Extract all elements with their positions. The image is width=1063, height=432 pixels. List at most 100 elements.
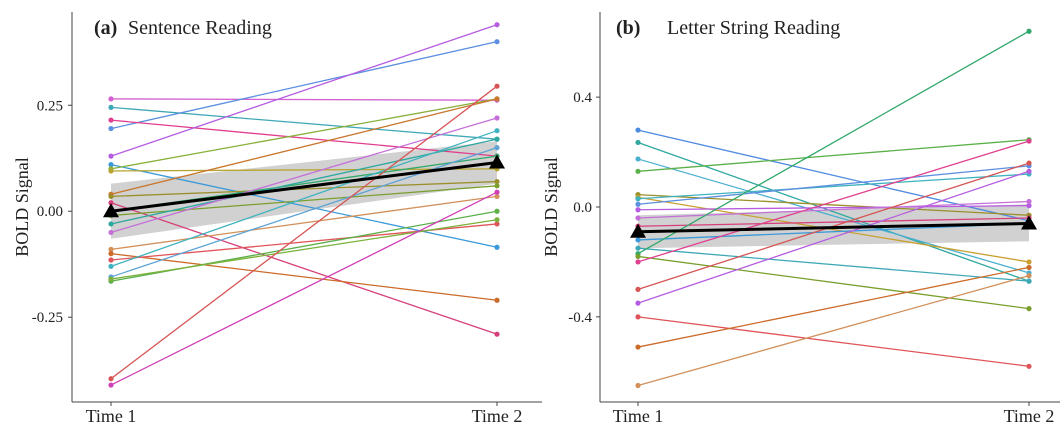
subject-line-8: [637, 165, 1030, 205]
subject-point-t1-12: [635, 237, 641, 243]
subject-point-t1-18: [635, 300, 641, 306]
subject-line-1: [110, 98, 498, 101]
subject-point-t2-14: [494, 136, 500, 142]
subject-line-11: [110, 202, 498, 335]
confidence-band: [111, 141, 497, 239]
mean-marker-t1: [630, 223, 646, 238]
panel-b-mean-line: [630, 215, 1037, 238]
panel-b-subject-lines: [635, 28, 1032, 389]
subject-point-t1-17: [108, 251, 114, 257]
subject-point-t1-4: [108, 117, 114, 123]
panel-b-x-ticks: Time 1 Time 2: [613, 402, 1054, 426]
subject-line-16: [637, 140, 1030, 263]
panel-b: 0.4 0.0 -0.4 Time 1 Time 2 (b) Letter Strin…: [541, 12, 1060, 426]
subject-point-t2-10: [1026, 198, 1032, 205]
y-tick-label: -0.4: [568, 310, 592, 326]
subject-line-10: [110, 180, 498, 198]
subject-point-t1-7: [635, 196, 641, 202]
subject-line-4: [110, 119, 498, 157]
x-tick-label: Time 1: [613, 406, 664, 426]
subject-point-t1-16: [108, 246, 114, 252]
subject-line-7: [110, 98, 498, 170]
subject-point-t2-16: [494, 193, 500, 200]
subject-point-t2-5: [494, 22, 500, 28]
subject-point-t2-3: [494, 39, 500, 45]
subject-line-24: [110, 191, 498, 386]
subject-line-13: [110, 185, 498, 217]
subject-point-t2-19: [1026, 363, 1032, 369]
subject-line-14: [637, 30, 1030, 255]
subject-line-18: [637, 170, 1030, 304]
subject-point-t2-9: [1026, 203, 1032, 209]
subject-point-t1-5: [108, 153, 114, 159]
subject-point-t2-14: [1026, 28, 1032, 34]
subject-line-7: [637, 173, 1030, 200]
panel-a-label: (a): [94, 17, 117, 39]
subject-point-t1-4: [635, 168, 641, 174]
subject-point-t2-20: [494, 145, 500, 151]
subject-point-t1-22: [108, 276, 114, 282]
subject-line-3: [110, 41, 498, 130]
subject-line-16: [110, 195, 498, 251]
subject-line-13: [637, 247, 1030, 282]
subject-point-t2-10: [494, 178, 500, 185]
mean-marker-t2: [1021, 215, 1037, 230]
subject-line-23: [110, 85, 498, 380]
subject-point-t2-15: [494, 115, 500, 121]
subject-line-5: [110, 24, 498, 157]
subject-point-t1-9: [635, 207, 641, 213]
panel-a-confidence-band: [111, 141, 497, 239]
subject-line-4: [637, 139, 1030, 172]
subject-line-9: [637, 204, 1030, 211]
subject-point-t1-1: [635, 127, 641, 133]
subject-point-t1-23: [108, 376, 114, 382]
panel-b-background: [600, 12, 1060, 402]
subject-point-t2-6: [1026, 259, 1032, 265]
subject-line-15: [110, 117, 498, 234]
panel-b-y-ticks: 0.4 0.0 -0.4: [568, 90, 600, 326]
subject-point-t2-16: [1026, 138, 1032, 144]
y-tick-label: 0.0: [573, 200, 592, 216]
subject-point-t1-11: [108, 200, 114, 206]
subject-point-t2-24: [494, 189, 500, 195]
x-tick-label: Time 1: [86, 406, 137, 426]
subject-point-t1-15: [108, 229, 114, 236]
subject-point-t1-15: [635, 253, 641, 260]
subject-point-t1-10: [635, 215, 641, 221]
subject-line-19: [637, 316, 1030, 367]
subject-line-15: [637, 255, 1030, 310]
subject-point-t2-9: [494, 96, 500, 102]
panel-b-label: (b): [616, 17, 640, 39]
subject-line-22: [110, 219, 498, 280]
panel-a-title: Sentence Reading: [128, 17, 272, 39]
subject-point-t2-18: [494, 221, 500, 227]
subject-line-9: [110, 98, 498, 195]
subject-point-t1-18: [108, 257, 114, 263]
subject-line-20: [637, 266, 1030, 348]
subject-point-t2-21: [1026, 273, 1032, 279]
subject-line-21: [637, 275, 1030, 387]
subject-point-t1-8: [635, 201, 641, 207]
subject-point-t2-21: [494, 208, 500, 214]
subject-point-t2-23: [494, 83, 500, 89]
subject-point-t1-17: [635, 286, 641, 292]
subject-point-t2-20: [1026, 264, 1032, 271]
mean-marker-t2: [489, 154, 505, 169]
panel-a-x-ticks: Time 1 Time 2: [86, 402, 522, 426]
subject-point-t1-2: [108, 104, 114, 110]
subject-point-t1-19: [108, 263, 114, 269]
subject-point-t2-13: [494, 183, 500, 189]
subject-line-19: [110, 130, 498, 267]
mean-marker-t1: [103, 203, 119, 218]
mean-line: [637, 221, 1030, 234]
subject-point-t1-21: [635, 382, 641, 389]
subject-point-t1-20: [635, 344, 641, 350]
subject-line-6: [637, 196, 1030, 263]
subject-point-t2-17: [494, 297, 500, 303]
subject-point-t1-19: [635, 314, 641, 320]
y-tick-label: -0.25: [32, 310, 63, 326]
subject-point-t1-6: [108, 162, 114, 168]
subject-point-t2-22: [494, 217, 500, 223]
y-tick-label: 0.00: [37, 204, 63, 220]
